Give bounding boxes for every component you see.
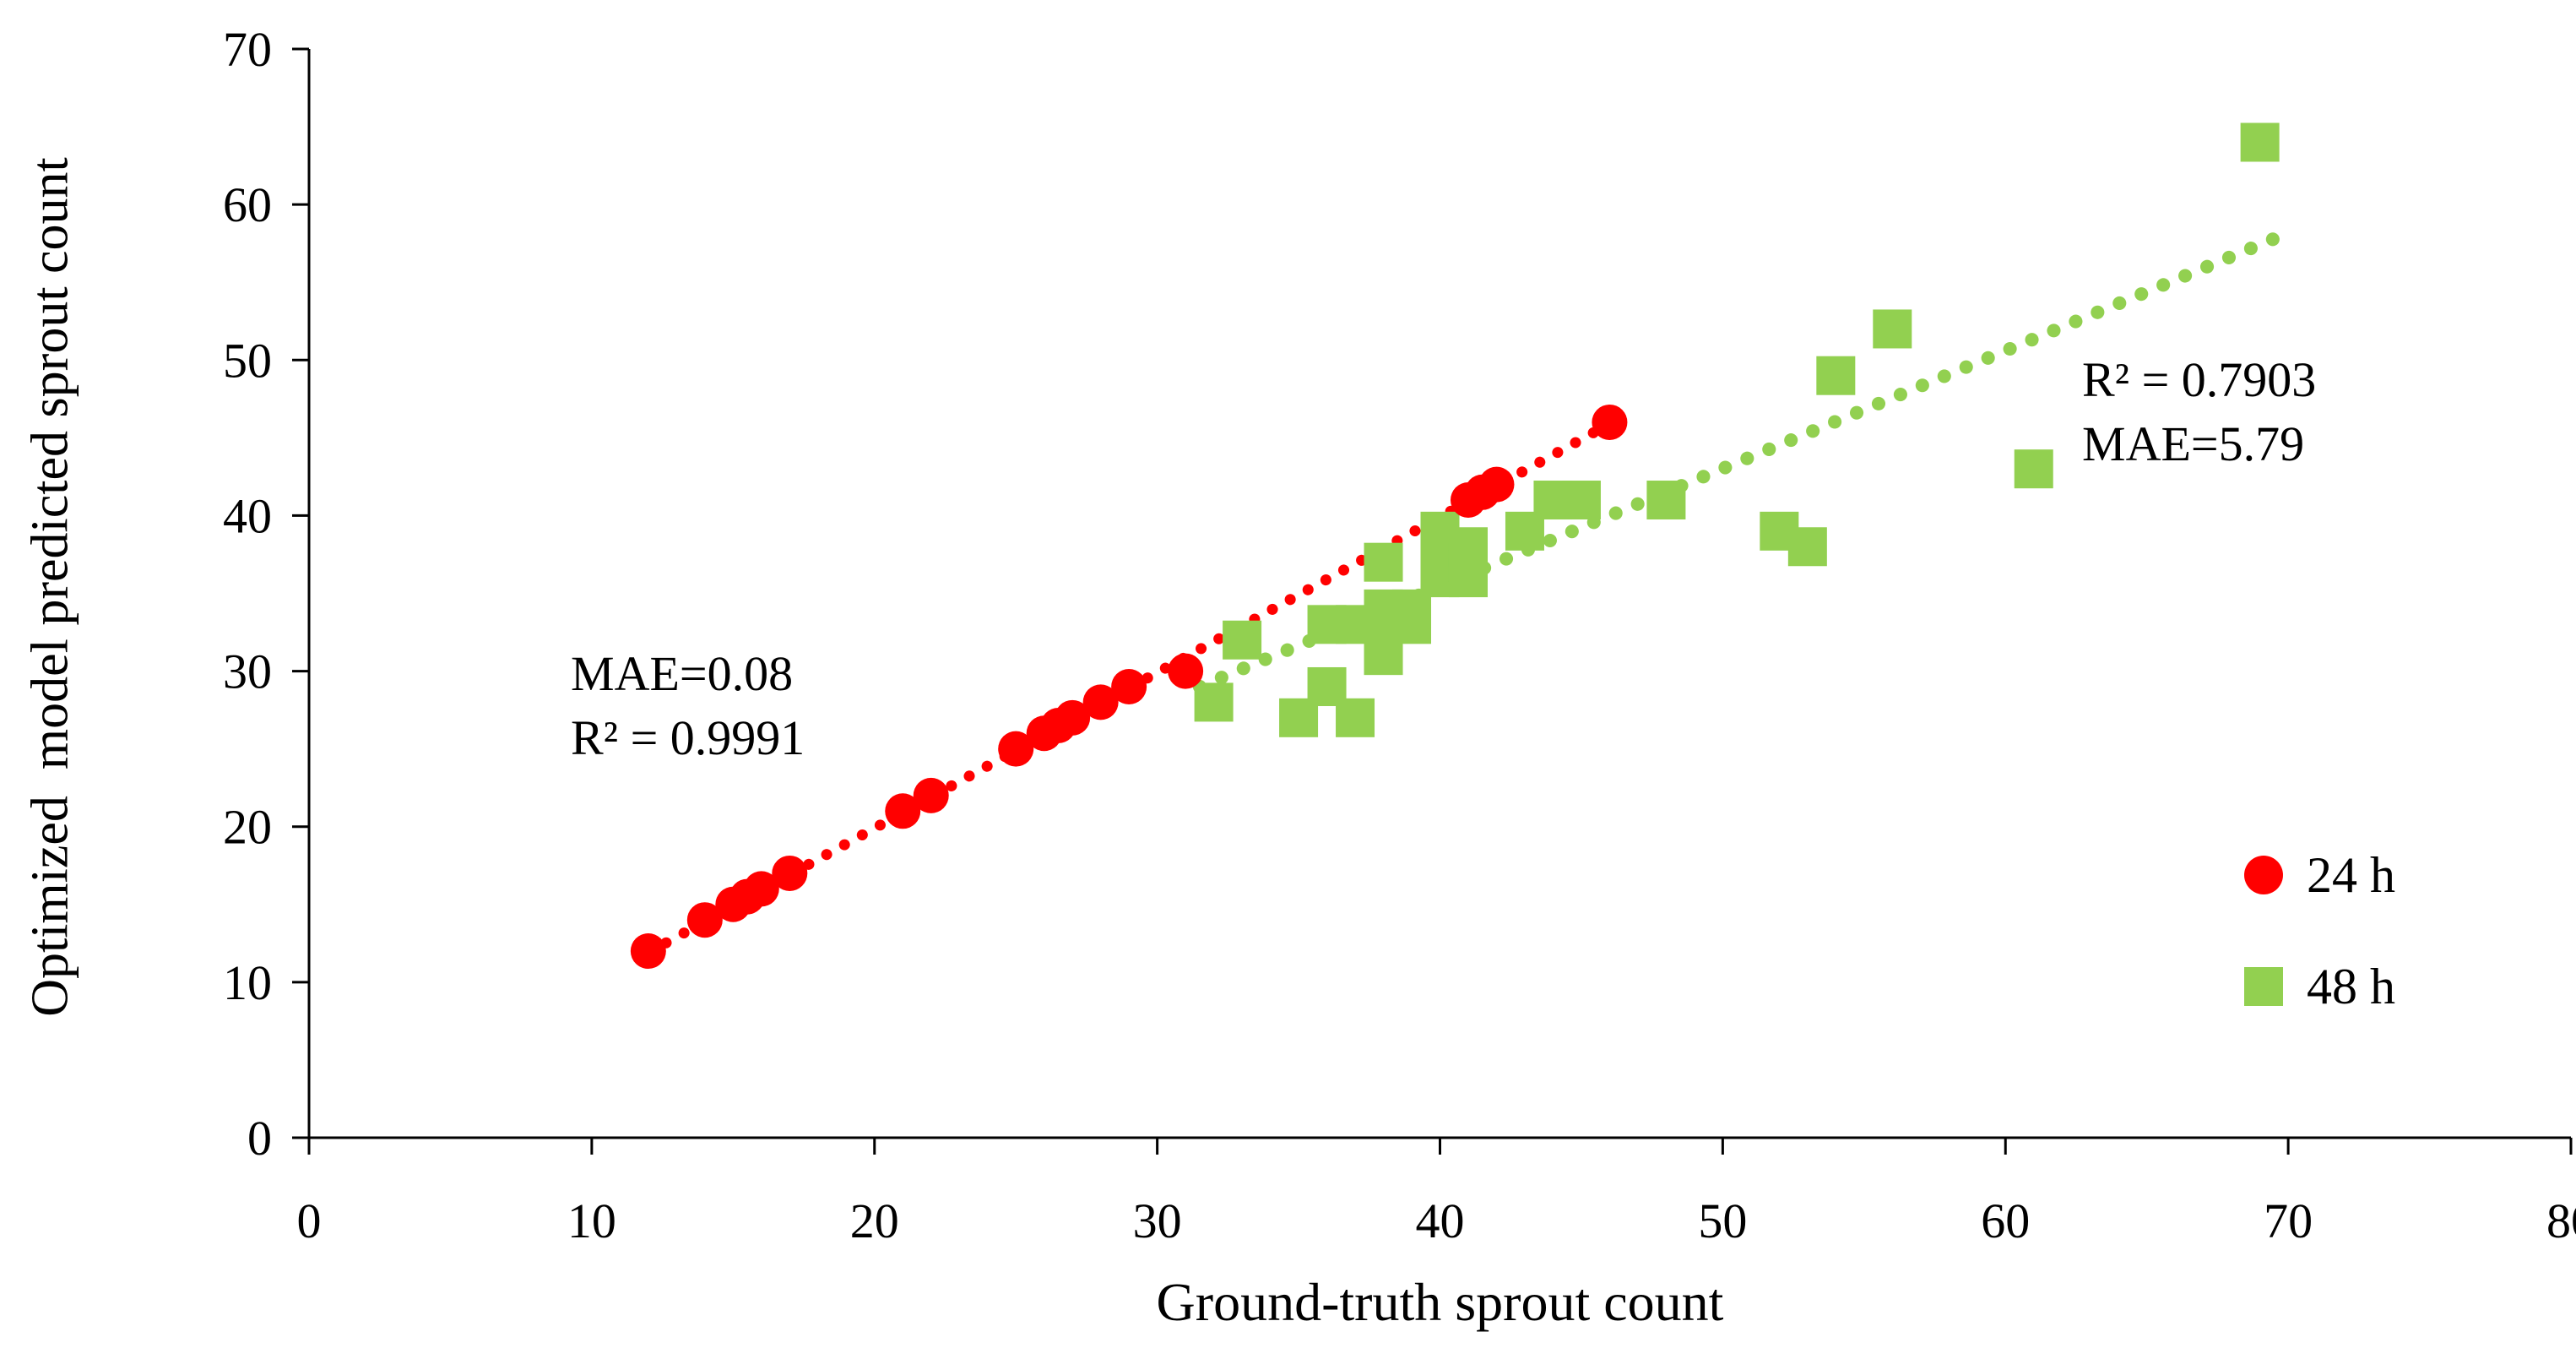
point-24h — [1168, 653, 1204, 689]
point-48h — [1561, 481, 1601, 520]
legend-circle-marker-icon — [2244, 856, 2283, 894]
x-tick-label: 0 — [297, 1193, 322, 1248]
x-tick-label: 50 — [1698, 1193, 1747, 1248]
point-48h — [1873, 309, 1912, 349]
y-tick-label: 20 — [223, 800, 272, 855]
stats-48h-r2: R² = 0.7903 — [2082, 352, 2317, 407]
y-axis-title: Optimized model predicted sprout count — [21, 157, 79, 1017]
point-48h — [2014, 449, 2053, 489]
legend-item-48h: 48 h — [2244, 956, 2395, 1017]
y-tick-label: 10 — [223, 955, 272, 1010]
point-48h — [1646, 481, 1686, 520]
point-48h — [2240, 122, 2280, 162]
legend-label-48h: 48 h — [2307, 958, 2395, 1014]
point-48h — [1194, 682, 1234, 722]
point-24h — [1111, 668, 1147, 704]
stats-annotation-48h: R² = 0.7903 MAE=5.79 — [2082, 348, 2316, 476]
x-tick-label: 30 — [1133, 1193, 1182, 1248]
stats-24h-r2: R² = 0.9991 — [571, 710, 805, 765]
point-48h — [1223, 620, 1262, 660]
point-24h — [1055, 699, 1091, 736]
x-tick-label: 70 — [2264, 1193, 2313, 1248]
y-tick-label: 0 — [247, 1111, 272, 1166]
x-axis-title: Ground-truth sprout count — [1156, 1272, 1724, 1332]
point-24h — [1082, 684, 1119, 720]
y-tick-label: 70 — [223, 22, 272, 77]
point-24h — [913, 777, 949, 813]
point-24h — [998, 731, 1034, 767]
legend: 24 h 48 h — [2244, 845, 2395, 1017]
y-tick-label: 60 — [223, 177, 272, 232]
legend-item-24h: 24 h — [2244, 845, 2395, 905]
x-tick-label: 40 — [1416, 1193, 1465, 1248]
stats-annotation-24h: MAE=0.08 R² = 0.9991 — [571, 642, 805, 770]
x-tick-label: 10 — [567, 1193, 616, 1248]
x-tick-label: 20 — [850, 1193, 899, 1248]
point-48h — [1787, 527, 1827, 567]
point-24h — [772, 855, 808, 891]
point-48h — [1364, 542, 1403, 582]
x-tick-label: 60 — [1981, 1193, 2030, 1248]
y-tick-label: 30 — [223, 644, 272, 699]
y-tick-label: 40 — [223, 488, 272, 543]
point-24h — [743, 871, 779, 907]
point-24h — [630, 933, 666, 970]
point-48h — [1336, 698, 1375, 737]
point-24h — [1592, 404, 1628, 440]
y-tick-label: 50 — [223, 333, 272, 388]
legend-square-marker-icon — [2244, 967, 2283, 1006]
point-24h — [686, 902, 723, 938]
point-24h — [885, 793, 921, 829]
stats-48h-mae: MAE=5.79 — [2082, 416, 2305, 471]
point-48h — [1816, 356, 1856, 395]
stats-24h-mae: MAE=0.08 — [571, 646, 794, 701]
legend-label-24h: 24 h — [2307, 846, 2395, 903]
point-48h — [1448, 527, 1488, 567]
x-tick-label: 80 — [2546, 1193, 2576, 1248]
point-24h — [1478, 466, 1515, 503]
